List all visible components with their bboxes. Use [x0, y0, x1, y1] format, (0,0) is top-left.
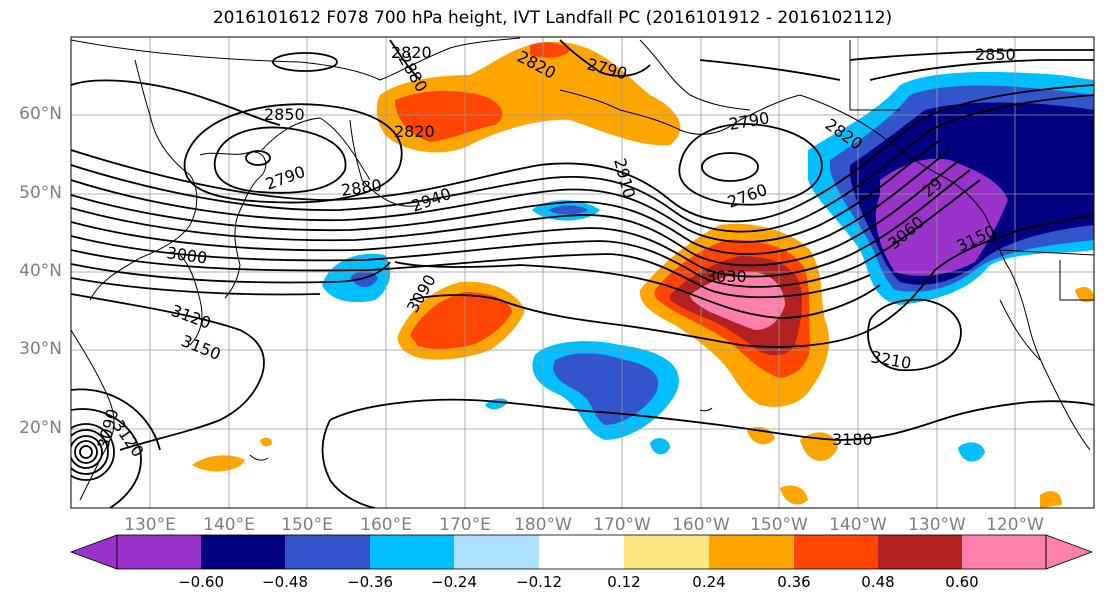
colorbar-bin — [370, 535, 454, 569]
coastlines — [71, 37, 1094, 501]
colorbar-tick: 0.24 — [692, 573, 726, 591]
colorbar-bin — [709, 535, 794, 569]
pos-anomaly-north-orange-2 — [530, 42, 570, 58]
contour-label: 2820 — [391, 43, 432, 62]
colorbar-tick: −0.36 — [347, 573, 393, 591]
lon-label: 150°E — [281, 515, 333, 535]
pos-anomaly-west-orange — [410, 292, 512, 349]
contour-label: 2820 — [394, 122, 435, 141]
pos-anomaly-north-orange — [395, 90, 503, 142]
colorbar-bin — [539, 535, 624, 569]
lon-label: 160°E — [360, 515, 412, 535]
lat-label: 30°N — [19, 339, 62, 359]
colorbar-bin — [624, 535, 709, 569]
lon-label: 130°W — [908, 515, 966, 535]
contour-label: 3180 — [832, 430, 873, 449]
colorbar-bin — [794, 535, 878, 569]
contour-label: 2850 — [264, 105, 305, 124]
pos-anomaly-small-6 — [780, 485, 808, 505]
contour-label: 2850 — [975, 45, 1016, 64]
lat-label: 20°N — [19, 418, 62, 438]
colorbar-bin — [201, 535, 285, 569]
colorbar-bin — [962, 535, 1046, 569]
colorbar-tick: −0.48 — [262, 573, 308, 591]
colorbar-tick: −0.12 — [516, 573, 562, 591]
pos-anomaly-small-5 — [1075, 287, 1094, 303]
height-contours — [71, 39, 1094, 508]
map-frame — [70, 36, 1095, 509]
lon-label: 130°E — [124, 515, 176, 535]
lon-label: 150°W — [750, 515, 808, 535]
graticule — [71, 37, 1094, 508]
contour-label: 3030 — [706, 267, 747, 286]
map-title: 2016101612 F078 700 hPa height, IVT Land… — [212, 8, 893, 28]
lon-label: 180°W — [514, 515, 572, 535]
pos-anomaly-small-4 — [1040, 491, 1062, 508]
lat-label: 40°N — [19, 261, 62, 281]
neg-anomaly-mid-small-in — [548, 205, 588, 215]
neg-anomaly-small-2 — [650, 438, 670, 455]
lon-label: 120°W — [986, 515, 1044, 535]
lon-label: 140°E — [203, 515, 255, 535]
colorbar-bin — [285, 535, 370, 569]
colorbar-tick: 0.48 — [861, 573, 895, 591]
pos-anomaly-small-1 — [192, 455, 245, 472]
colorbar-tick: 0.36 — [777, 573, 811, 591]
colorbar-tick: −0.60 — [178, 573, 224, 591]
pos-anomaly-small-7 — [260, 437, 272, 447]
colorbar-tick: −0.24 — [431, 573, 477, 591]
colorbar-extend-low — [69, 534, 118, 570]
lat-label: 60°N — [19, 104, 62, 124]
lon-label: 160°W — [672, 515, 730, 535]
lon-label: 140°W — [829, 515, 887, 535]
lon-label: 170°E — [439, 515, 491, 535]
lat-label: 50°N — [19, 183, 62, 203]
neg-anomaly-small-3 — [958, 442, 985, 462]
lon-label: 170°W — [593, 515, 651, 535]
colorbar — [69, 534, 1094, 570]
colorbar-extend-high — [1045, 534, 1094, 570]
colorbar-bin — [878, 535, 962, 569]
neg-anomaly-subtrop-mid — [553, 353, 659, 425]
colorbar-tick: 0.60 — [945, 573, 979, 591]
colorbar-tick: 0.12 — [607, 573, 641, 591]
colorbar-bin — [117, 535, 201, 569]
colorbar-bin — [454, 535, 539, 569]
